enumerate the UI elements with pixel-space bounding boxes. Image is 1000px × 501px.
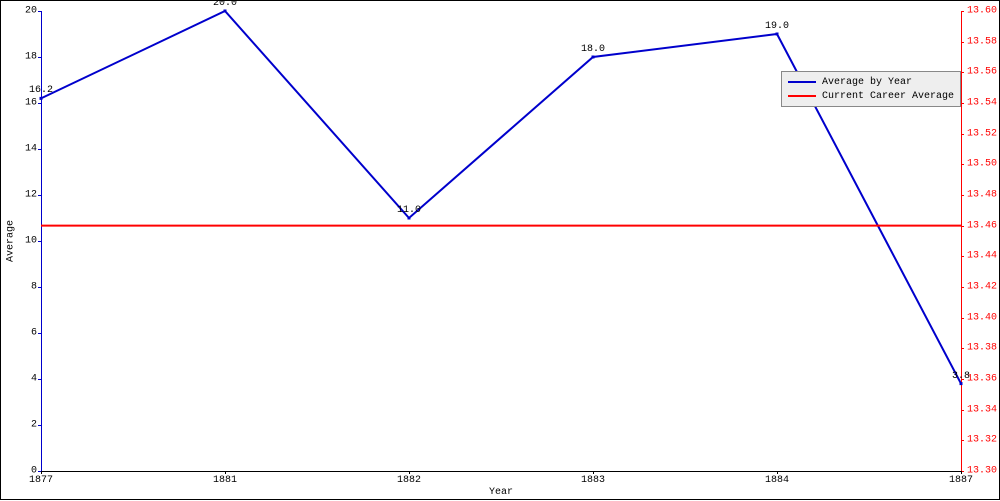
data-point-label: 3.8 (952, 371, 970, 382)
legend: Average by Year Current Career Average (781, 71, 961, 107)
x-tick (961, 471, 962, 474)
y-right-tick-label: 13.60 (967, 6, 997, 17)
y-left-tick (38, 103, 41, 104)
y-left-tick-label: 6 (31, 328, 37, 339)
y-right-tick-label: 13.42 (967, 282, 997, 293)
x-tick (409, 471, 410, 474)
y-left-tick (38, 379, 41, 380)
y-right-tick-label: 13.44 (967, 251, 997, 262)
y-left-tick (38, 195, 41, 196)
y-left-tick-label: 14 (25, 144, 37, 155)
y-right-tick (961, 318, 964, 319)
series-marker (40, 97, 43, 100)
y-right-tick-label: 13.46 (967, 220, 997, 231)
y-right-tick (961, 195, 964, 196)
y-right-tick (961, 256, 964, 257)
y-right-tick (961, 440, 964, 441)
y-right-tick-label: 13.38 (967, 343, 997, 354)
y-right-tick-label: 13.50 (967, 159, 997, 170)
series-marker (408, 217, 411, 220)
y-right-tick (961, 410, 964, 411)
x-tick-label: 1881 (213, 475, 237, 486)
x-tick (593, 471, 594, 474)
data-point-label: 19.0 (765, 21, 789, 32)
x-tick-label: 1887 (949, 475, 973, 486)
y-right-tick-label: 13.52 (967, 128, 997, 139)
y-left-tick-label: 18 (25, 52, 37, 63)
y-right-tick-label: 13.54 (967, 98, 997, 109)
x-tick-label: 1883 (581, 475, 605, 486)
y-left-tick-label: 16 (25, 98, 37, 109)
chart-container: Average Year Average by YearCurrent Care… (0, 0, 1000, 500)
y-right-tick (961, 348, 964, 349)
y-left-tick (38, 11, 41, 12)
legend-swatch (788, 95, 816, 97)
data-point-label: 20.0 (213, 0, 237, 9)
x-tick-label: 1877 (29, 475, 53, 486)
y-left-tick-label: 10 (25, 236, 37, 247)
series-marker (960, 382, 963, 385)
y-right-tick-label: 13.56 (967, 67, 997, 78)
x-tick (777, 471, 778, 474)
legend-label: Average by Year (822, 77, 912, 88)
legend-item: Current Career Average (788, 89, 954, 103)
y-right-tick-label: 13.36 (967, 374, 997, 385)
y-left-tick-label: 2 (31, 420, 37, 431)
y-right-tick-label: 13.32 (967, 435, 997, 446)
y-left-tick (38, 287, 41, 288)
data-point-label: 18.0 (581, 44, 605, 55)
y-left-tick (38, 425, 41, 426)
y-left-tick (38, 149, 41, 150)
legend-swatch (788, 81, 816, 83)
y-right-tick-label: 13.48 (967, 190, 997, 201)
series-line (41, 11, 961, 384)
y-left-tick-label: 4 (31, 374, 37, 385)
y-right-tick-label: 13.40 (967, 312, 997, 323)
series-marker (776, 33, 779, 36)
y-right-tick (961, 287, 964, 288)
y-left-tick-label: 8 (31, 282, 37, 293)
legend-label: Current Career Average (822, 91, 954, 102)
y-right-tick (961, 72, 964, 73)
series-marker (592, 56, 595, 59)
legend-item: Average by Year (788, 75, 954, 89)
y-left-tick (38, 241, 41, 242)
y-left-tick-label: 20 (25, 6, 37, 17)
data-point-label: 16.2 (29, 85, 53, 96)
y-right-tick (961, 164, 964, 165)
y-right-tick-label: 13.58 (967, 36, 997, 47)
x-tick (41, 471, 42, 474)
y-right-tick (961, 42, 964, 43)
x-tick-label: 1884 (765, 475, 789, 486)
x-tick-label: 1882 (397, 475, 421, 486)
y-left-tick (38, 333, 41, 334)
y-right-tick-label: 13.34 (967, 404, 997, 415)
y-right-tick (961, 226, 964, 227)
y-right-tick (961, 134, 964, 135)
y-left-tick-label: 12 (25, 190, 37, 201)
y-left-tick (38, 57, 41, 58)
y-right-tick (961, 103, 964, 104)
data-point-label: 11.0 (397, 205, 421, 216)
y-right-tick (961, 11, 964, 12)
x-tick (225, 471, 226, 474)
series-marker (224, 10, 227, 13)
